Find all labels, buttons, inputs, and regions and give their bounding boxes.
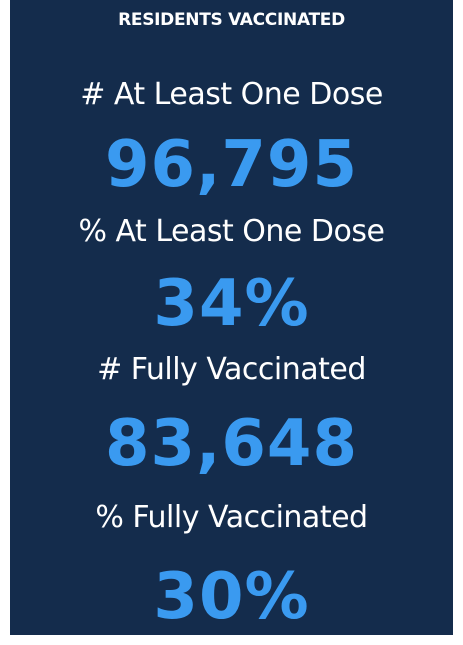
metric-label: % Fully Vaccinated [95, 500, 368, 535]
metric-label: # Fully Vaccinated [97, 352, 366, 387]
metric-label: # At Least One Dose [80, 77, 383, 112]
metric-label: % At Least One Dose [78, 214, 385, 249]
metric-value: 30% [153, 560, 310, 634]
panel-title: RESIDENTS VACCINATED [118, 10, 345, 30]
metric-value: 34% [153, 267, 310, 341]
vaccination-panel: RESIDENTS VACCINATED # At Least One Dose… [10, 0, 453, 635]
metric-value: 96,795 [105, 128, 358, 202]
metric-value: 83,648 [105, 407, 358, 481]
